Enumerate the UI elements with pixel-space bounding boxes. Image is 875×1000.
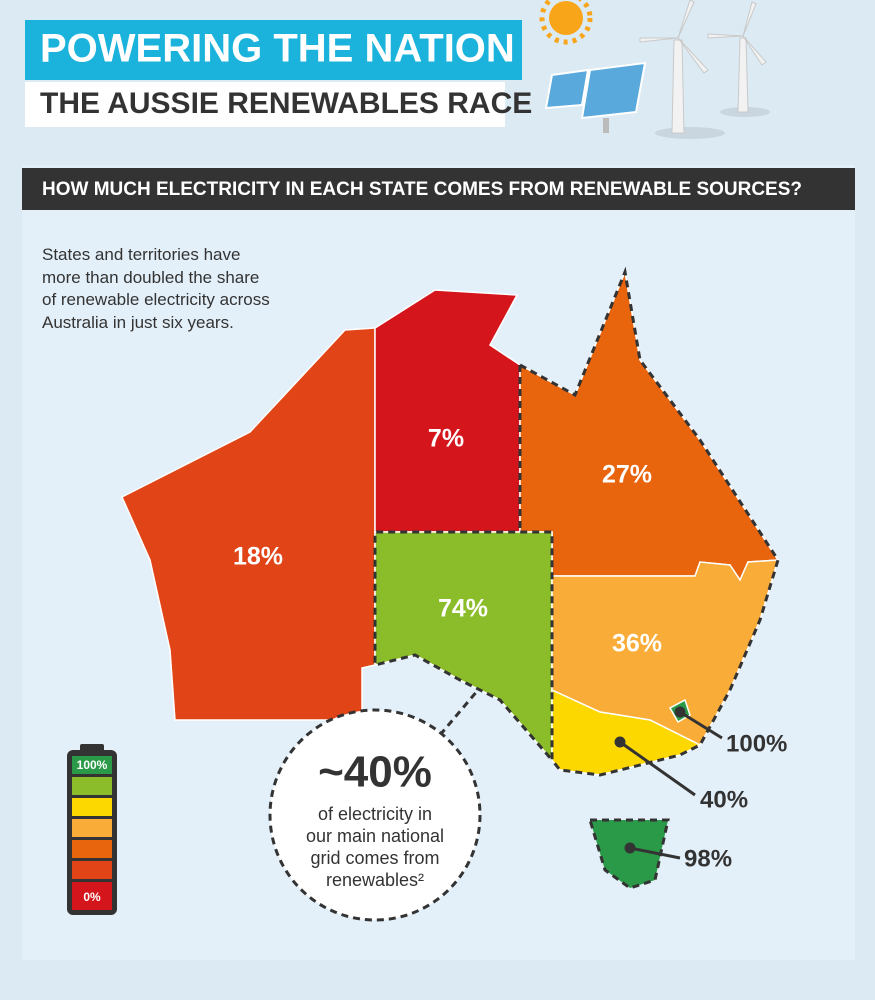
callout-headline: ~40%: [318, 748, 432, 797]
callout-pointer: [438, 689, 480, 736]
question-bar: [22, 168, 855, 210]
callout-line: our main national: [306, 826, 444, 846]
region-label: 27%: [602, 461, 652, 489]
region-label: 36%: [612, 630, 662, 658]
region-labels: 18% 7% 27% 74% 36%: [233, 425, 662, 658]
intro: States and territories have more than do…: [42, 245, 270, 332]
intro-line: States and territories have: [42, 245, 240, 264]
callout-line: of electricity in: [318, 804, 432, 824]
region-label: 18%: [233, 543, 283, 571]
question: HOW MUCH ELECTRICITY IN EACH STATE COMES…: [42, 179, 802, 200]
subtitle-box: [25, 82, 505, 127]
title-box: [25, 20, 522, 80]
callout-text: of electricity in our main national grid…: [306, 804, 444, 890]
subtitle: THE AUSSIE RENEWABLES RACE: [40, 87, 532, 120]
map: [121, 269, 780, 890]
callout-line: renewables²: [326, 870, 424, 890]
region-label: 40%: [700, 786, 748, 813]
region-label: 100%: [726, 730, 787, 757]
battery-top-label: 100%: [77, 758, 108, 772]
region: [121, 327, 376, 721]
wind-turbines: [639, 0, 770, 139]
region-label: 74%: [438, 595, 488, 623]
region: [587, 818, 670, 890]
intro-line: more than doubled the share: [42, 268, 259, 287]
battery: [67, 744, 117, 915]
battery-bottom-label: 0%: [83, 890, 101, 904]
title: POWERING THE NATION: [40, 27, 515, 71]
region: [374, 289, 521, 533]
region-label: 7%: [428, 425, 464, 453]
region-label: 98%: [684, 845, 732, 872]
callout-circle: [268, 708, 482, 922]
solar-panels: [544, 61, 647, 133]
leader-lines: [614, 706, 723, 860]
intro-line: of renewable electricity across: [42, 290, 270, 309]
sun: [539, 0, 593, 45]
callout-line: grid comes from: [310, 848, 439, 868]
dashed-borders: [373, 266, 780, 777]
intro-line: Australia in just six years.: [42, 313, 234, 332]
